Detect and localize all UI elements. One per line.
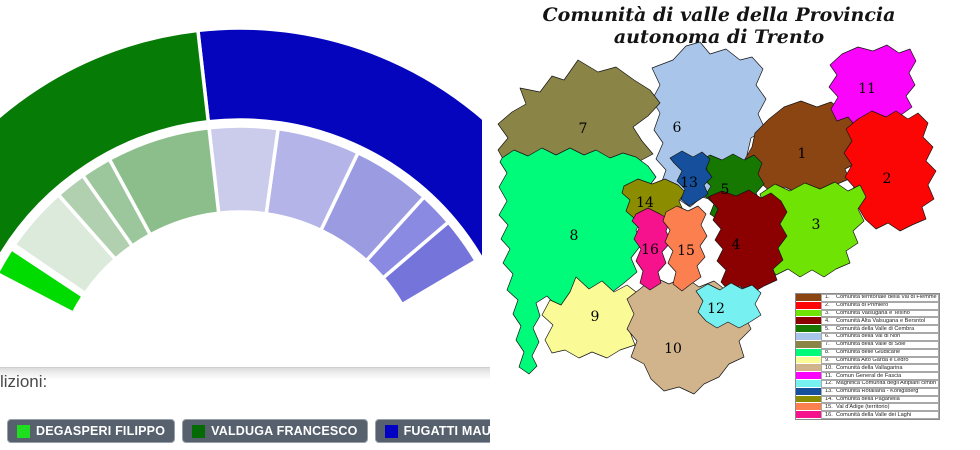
arc-inner-segment-valduga-list-2[interactable] <box>81 157 153 248</box>
legend-label: 10. Comunità della Vallagarina <box>821 364 939 373</box>
legend-swatch <box>796 379 821 388</box>
legend-swatch <box>796 333 821 341</box>
legend-label: 6. Comunità della Val di Non <box>821 333 939 341</box>
results-chart-panel: lizioni: DEGASPERI FILIPPO VALDUGA FRANCE… <box>0 26 536 443</box>
map-region-13[interactable] <box>669 150 713 207</box>
coalition-arc-chart <box>0 26 482 369</box>
map-legend-row-11: 11. Comun General de Fascia <box>796 372 939 380</box>
map-legend-row-4: 4. Comunità Alta Valsugana e Bersntol <box>796 317 939 326</box>
map-region-4[interactable] <box>707 189 788 294</box>
legend-label: 13. Comunità Rotaliana - Königsberg <box>821 387 939 396</box>
legend-label: 11. Comun General de Fascia <box>821 372 939 380</box>
region-number-label-13: 13 <box>680 175 698 191</box>
region-number-label-2: 2 <box>883 171 892 187</box>
region-number-label-6: 6 <box>673 120 682 136</box>
arc-outer-segment-FUGATTI MAURIZIO[interactable] <box>196 26 482 369</box>
map-legend-row-10: 10. Comunità della Vallagarina <box>796 364 939 373</box>
legend-swatch <box>796 387 821 396</box>
legend-swatch <box>796 411 821 419</box>
coalition-button-1[interactable]: VALDUGA FRANCESCO <box>182 419 368 443</box>
legend-label: 2. Comunità di Primiero <box>821 301 939 310</box>
arc-inner-segment-fugatti-list-2[interactable] <box>264 126 360 233</box>
coalition-button-label: VALDUGA FRANCESCO <box>211 424 358 438</box>
legend-swatch <box>796 403 821 412</box>
arc-outer-segment-VALDUGA FRANCESCO[interactable] <box>0 28 211 260</box>
region-number-label-3: 3 <box>812 217 821 233</box>
arc-inner-segment-valduga-list-3[interactable] <box>56 173 134 261</box>
region-number-label-10: 10 <box>664 341 682 357</box>
legend-label: 4. Comunità Alta Valsugana e Bersntol <box>821 317 939 326</box>
panel-divider <box>0 367 491 380</box>
region-number-label-8: 8 <box>570 228 579 244</box>
legend-swatch <box>796 348 821 357</box>
legend-swatch <box>796 395 821 404</box>
arc-inner-segment-fugatti-list-4[interactable] <box>364 195 451 280</box>
legend-label: 12. Magnifica Comunità degli Altipiani ci… <box>821 379 939 388</box>
map-legend-row-1: 1. Comunità territoriale della Val di Fie… <box>796 294 939 302</box>
legend-swatch <box>796 294 821 302</box>
legend-swatch <box>796 301 821 310</box>
region-number-label-9: 9 <box>591 309 600 325</box>
legend-label: 8. Comunità delle Giudicarie <box>821 348 939 357</box>
arc-inner-segment-fugatti-list-5[interactable] <box>381 220 478 307</box>
coalition-swatch-icon <box>17 424 30 438</box>
map-legend-row-13: 13. Comunità Rotaliana - Königsberg <box>796 387 939 396</box>
map-legend-row-16: 16. Comunità della Valle dei Laghi <box>796 411 939 419</box>
map-legend-row-8: 8. Comunità delle Giudicarie <box>796 348 939 357</box>
map-region-2[interactable] <box>843 110 937 232</box>
legend-swatch <box>796 364 821 373</box>
map-legend-row-15: 15. Val d'Adige (territorio) <box>796 403 939 412</box>
legend-label: 16. Comunità della Valle dei Laghi <box>821 411 939 419</box>
region-number-label-16: 16 <box>641 242 659 258</box>
region-number-label-7: 7 <box>579 121 588 137</box>
legend-label: 14. Comunità della Paganella <box>821 395 939 404</box>
region-number-label-4: 4 <box>732 237 741 253</box>
map-legend-row-3: 3. Comunità Valsugana e Tesino <box>796 309 939 318</box>
legend-swatch <box>796 309 821 318</box>
region-number-label-12: 12 <box>707 301 725 317</box>
map-legend-row-5: 5. Comunità della Valle di Cembra <box>796 325 939 334</box>
legend-swatch <box>796 372 821 380</box>
coalition-button-label: DEGASPERI FILIPPO <box>36 424 166 438</box>
legend-label: 1. Comunità territoriale della Val di Fie… <box>821 294 939 302</box>
legend-label: 3. Comunità Valsugana e Tesino <box>821 309 939 318</box>
legend-swatch <box>796 340 821 349</box>
map-panel: Comunità di valle della Provincia autono… <box>490 0 980 450</box>
coalition-legend: DEGASPERI FILIPPO VALDUGA FRANCESCO FUGATT… <box>7 419 536 443</box>
arc-inner-segment-valduga-list-4[interactable] <box>12 193 118 296</box>
legend-label: 9. Comunità Alto Garda e Ledro <box>821 356 939 365</box>
legend-label: 15. Val d'Adige (territorio) <box>821 403 939 412</box>
region-number-label-5: 5 <box>721 182 730 198</box>
arc-inner-segment-fugatti-list-1[interactable] <box>207 124 280 216</box>
region-number-label-15: 15 <box>677 243 695 259</box>
map-legend-row-12: 12. Magnifica Comunità degli Altipiani ci… <box>796 379 939 388</box>
map-legend: 1. Comunità territoriale della Val di Fie… <box>795 293 940 420</box>
region-number-label-11: 11 <box>858 81 876 97</box>
map-region-12[interactable] <box>695 282 762 329</box>
map-region-15[interactable] <box>662 205 708 292</box>
legend-swatch <box>796 317 821 326</box>
region-number-label-1: 1 <box>798 146 807 162</box>
map-legend-row-14: 14. Comunità della Paganella <box>796 395 939 404</box>
map-legend-row-2: 2. Comunità di Primiero <box>796 301 939 310</box>
map-legend-row-7: 7. Comunità della Valle di Sole <box>796 340 939 349</box>
legend-swatch <box>796 356 821 365</box>
region-number-label-14: 14 <box>636 195 654 211</box>
arc-inner-segment-degasperi-list[interactable] <box>0 247 85 315</box>
coalitions-label: lizioni: <box>0 372 48 391</box>
legend-label: 5. Comunità della Valle di Cembra <box>821 325 939 334</box>
map-legend-row-9: 9. Comunità Alto Garda e Ledro <box>796 356 939 365</box>
coalition-swatch-icon <box>384 424 398 438</box>
coalition-button-0[interactable]: DEGASPERI FILIPPO <box>7 419 176 443</box>
legend-label: 7. Comunità della Valle di Sole <box>821 340 939 349</box>
coalition-swatch-icon <box>192 424 206 438</box>
map-legend-row-6: 6. Comunità della Val di Non <box>796 333 939 341</box>
map-region-9[interactable] <box>541 276 643 359</box>
legend-swatch <box>796 325 821 334</box>
map-title: Comunità di valle della Provincia autono… <box>542 4 896 48</box>
